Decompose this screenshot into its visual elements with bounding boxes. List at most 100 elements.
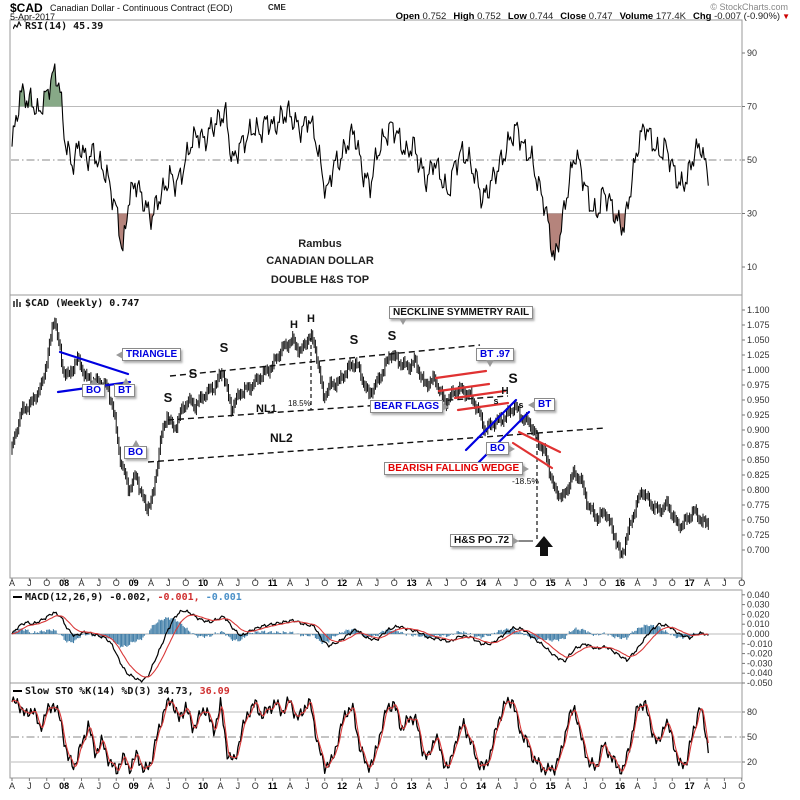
x-axis-label: O [43,781,50,791]
axis-tick-label: 30 [747,209,757,219]
x-axis-label: O [738,781,745,791]
x-axis-label: O [321,578,328,588]
macd-value-3: -0.001 [205,592,242,603]
x-axis-label: J [236,578,241,588]
x-axis-label: A [148,578,154,588]
axis-tick-label: 0.875 [747,440,770,450]
series-line [11,609,709,683]
axis-tick-label: 0.725 [747,530,770,540]
x-axis-label: 15 [546,781,556,791]
axis-tick-label: 0.020 [747,609,770,619]
callout-neckline-symmetry-rail: NECKLINE SYMMETRY RAIL [389,306,534,325]
data-series [11,63,709,776]
shoulder-head-marker: s [518,400,523,410]
shoulder-head-marker: S [189,366,198,381]
x-axis-label: J [375,781,380,791]
x-axis-label: J [444,781,449,791]
x-axis-label: 08 [59,578,69,588]
sto-label-text: Slow STO %K(14) %D(3) [25,686,152,697]
x-axis-label: O [530,781,537,791]
x-axis-label: J [514,578,519,588]
x-axis-label: A [565,578,571,588]
axis-tick-label: 1.075 [747,320,770,330]
quote-field-value: 0.747 [588,11,613,22]
macd-value-1: -0.002, [109,592,152,603]
x-axis-label: O [391,578,398,588]
symbol-name: Canadian Dollar - Continuous Contract (E… [50,3,233,13]
watermark-author: Rambus [298,238,341,250]
chart-annotations: 90 70 50 30 10 1.100 1.075 1.050 1.025 1.000 0.975… [9,48,773,791]
x-axis-label: 10 [198,781,208,791]
x-axis-label: J [722,578,727,588]
axis-tick-label: 1.050 [747,335,770,345]
shoulder-head-marker: S [388,328,397,343]
threshold-fill [43,63,63,107]
sto-value-2: 36.09 [199,686,230,697]
axis-tick-label: 1.100 [747,305,770,315]
shoulder-head-marker: S [508,370,517,386]
quote-date: 5-Apr-2017 [10,12,56,22]
series-line [11,63,709,261]
x-axis-label: A [426,781,432,791]
change-down-icon: ▼ [782,12,790,21]
chart-type-icon [13,298,22,310]
exchange-label: CME [268,3,286,12]
series-line [11,699,709,772]
axis-tick-label: 50 [747,155,757,165]
quote-fields: Open 0.752 High 0.752 Low 0.744 Close 0.747… [389,11,790,22]
x-axis-label: A [426,578,432,588]
axis-tick-label: 80 [747,707,757,717]
copyright-label: © StockCharts.com [710,2,788,12]
callout-bo: BO [486,442,515,455]
axis-tick-label: 90 [747,48,757,58]
x-axis-label: J [97,781,102,791]
x-axis-label: O [182,781,189,791]
quote-field-label: High [453,11,478,22]
quote-field-value: -0.007 (-0.90%) [714,11,781,22]
price-objective-arrow-icon [535,536,553,556]
macd-label-text: MACD(12,26,9) [25,592,104,603]
x-axis-label: O [460,578,467,588]
x-axis-label: O [182,578,189,588]
shoulder-head-marker: S [220,340,229,355]
x-axis-label: 10 [198,578,208,588]
watermark-title: CANADIAN DOLLAR [266,255,374,267]
quote-field-label: Low [507,11,530,22]
quote-field-label: Open [395,11,423,22]
red-trendline [434,369,488,380]
legend-swatch [13,690,22,692]
x-axis-label: A [287,578,293,588]
red-trendline [517,430,562,454]
threshold-fill [19,83,26,107]
x-axis-label: 12 [337,578,347,588]
legend-swatch [13,596,22,598]
red-trendline [511,441,554,470]
callout-bear-flags: BEAR FLAGS [370,400,449,413]
macd-panel-label: MACD(12,26,9) -0.002, -0.001, -0.001 [13,592,242,603]
x-axis-label: J [166,578,171,588]
x-axis-label: 17 [685,781,695,791]
x-axis-label: A [495,781,501,791]
x-axis-label: J [583,781,588,791]
axis-tick-label: 0.950 [747,395,770,405]
axis-tick-label: 0.040 [747,590,770,600]
annotation-label: NL2 [270,431,293,445]
x-axis-label: O [43,578,50,588]
axis-tick-label: 0.975 [747,380,770,390]
axis-tick-label: 1.000 [747,365,770,375]
series-line [11,614,709,678]
x-axis-label: 15 [546,578,556,588]
axis-tick-label: 0.775 [747,500,770,510]
shoulder-head-marker: H [290,319,298,331]
axis-tick-label: 1.025 [747,350,770,360]
callout-bearish-falling-wedge: BEARISH FALLING WEDGE [384,462,530,475]
shoulder-head-marker: H [307,313,315,325]
quote-field-label: Volume [619,11,656,22]
x-axis-label: O [460,781,467,791]
x-axis-label: O [252,578,259,588]
neckline-dashed [169,344,481,377]
x-axis-label: A [704,578,710,588]
price-bars [11,317,709,559]
header: $CAD Canadian Dollar - Continuous Contra… [0,0,800,22]
axis-tick-label: 0.750 [747,515,770,525]
